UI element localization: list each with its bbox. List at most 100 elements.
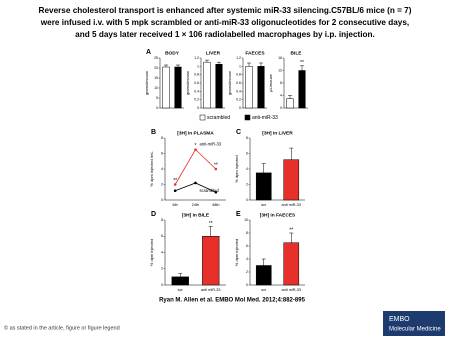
y-tick-label: 8 (161, 218, 163, 222)
logo (383, 311, 445, 336)
y-tick-label: 0 (246, 283, 248, 287)
y-axis-label: % dpm injected (149, 239, 154, 266)
significance: ** (209, 221, 213, 227)
y-tick-label: 16 (278, 56, 282, 60)
y-tick-label: 0 (280, 106, 282, 110)
y-tick-label: 0 (197, 106, 199, 110)
y-tick-label: 0.2 (194, 98, 199, 102)
x-tick-label: scr (178, 288, 184, 292)
bar (286, 98, 294, 109)
bar (174, 66, 182, 109)
significance: * (195, 143, 197, 149)
title-line: Reverse cholesterol transport is enhance… (39, 6, 412, 15)
y-tick-label: 0 (246, 198, 248, 202)
y-tick-label: 8 (280, 81, 282, 85)
y-axis-label: % dpm injected (234, 155, 239, 182)
logo-text: EMBO (389, 316, 410, 323)
y-tick-label: 1.2 (236, 56, 241, 60)
y-tick-label: 4 (280, 93, 282, 97)
bar (203, 61, 211, 109)
chart-title: [3H] in LIVER (262, 130, 293, 136)
y-tick-label: 4 (161, 167, 163, 171)
y-tick-label: 0 (161, 198, 163, 202)
y-tick-label: 20 (154, 66, 158, 70)
point (214, 190, 218, 194)
y-tick-label: 0.2 (236, 98, 241, 102)
y-tick-label: 2 (161, 267, 163, 271)
y-tick-label: 10 (244, 218, 248, 222)
y-tick-label: 2 (246, 182, 248, 186)
y-tick-label: 8 (246, 231, 248, 235)
bar (283, 242, 300, 286)
chart-title: [3H] in BILE (182, 212, 210, 218)
footer: © as stated in the article, figure or fi… (4, 324, 120, 331)
x-tick-label: anti miR-33 (282, 203, 301, 207)
chart-title: [3H] in FAECES (260, 212, 296, 218)
x-tick-label: scr (261, 288, 267, 292)
panel-letter: D (151, 211, 156, 218)
y-tick-label: 5 (156, 96, 158, 100)
chart-title: BILE (291, 50, 303, 56)
chart-title: FAECES (245, 50, 265, 56)
y-tick-label: 12 (278, 68, 282, 72)
y-tick-label: 1 (239, 64, 241, 68)
bar (171, 276, 189, 286)
bar (245, 66, 253, 109)
bar (283, 159, 300, 201)
y-tick-label: 0.4 (194, 89, 199, 93)
panel-letter: B (151, 129, 156, 136)
y-axis-label: % dpm injected (234, 239, 239, 266)
y-tick-label: 6 (246, 244, 248, 248)
panel-letter: E (236, 211, 241, 218)
y-tick-label: 0.6 (236, 81, 241, 85)
bar (255, 265, 272, 286)
y-axis-label: grams/mouse (227, 70, 232, 95)
y-tick-label: 6 (161, 234, 163, 238)
y-tick-label: 8 (161, 136, 163, 140)
y-tick-label: 8 (246, 136, 248, 140)
chart-title: [3H] in PLASMA (177, 130, 214, 136)
chart-title: LIVER (206, 50, 221, 56)
title-line: were infused i.v. with 5 mpk scrambled o… (40, 18, 409, 27)
y-tick-label: 1.2 (194, 56, 199, 60)
x-tick-label: anti miR-33 (201, 288, 220, 292)
series-label: anti-miR-33 (200, 142, 222, 147)
panel-letter: A (146, 49, 151, 56)
y-tick-label: 15 (154, 76, 158, 80)
point (214, 167, 218, 171)
bar (298, 70, 306, 109)
y-tick-label: 25 (154, 56, 158, 60)
y-tick-label: 6 (161, 151, 163, 155)
point (194, 148, 197, 151)
legend-swatch (199, 114, 206, 121)
y-tick-label: 4 (246, 167, 248, 171)
point (173, 183, 177, 186)
significance: ** (289, 227, 293, 233)
y-axis-label: % dpm injected /mL (149, 151, 154, 187)
y-tick-label: 6 (246, 151, 248, 155)
point (194, 181, 197, 185)
legend-swatch (244, 114, 251, 121)
bar (255, 172, 272, 201)
significance: ** (173, 178, 177, 184)
x-tick-label: 6th (173, 203, 178, 207)
y-tick-label: 1 (197, 64, 199, 68)
y-tick-label: 0 (161, 283, 163, 287)
x-tick-label: scr (261, 203, 267, 207)
x-tick-label: 24th (192, 203, 199, 207)
panel-letter: C (236, 129, 241, 136)
series-label: scrambled (200, 188, 220, 193)
bar (257, 66, 265, 109)
y-axis-label: grams/mouse (185, 70, 190, 95)
logo-text: Molecular Medicine (389, 327, 441, 333)
x-tick-label: 48th (212, 203, 219, 207)
y-tick-label: 4 (161, 250, 163, 254)
point (173, 189, 177, 192)
x-tick-label: anti miR-33 (282, 288, 301, 292)
significance: ** (214, 162, 218, 168)
bar (162, 66, 170, 109)
bar (215, 64, 223, 109)
legend-label: anti-miR-33 (252, 115, 278, 121)
